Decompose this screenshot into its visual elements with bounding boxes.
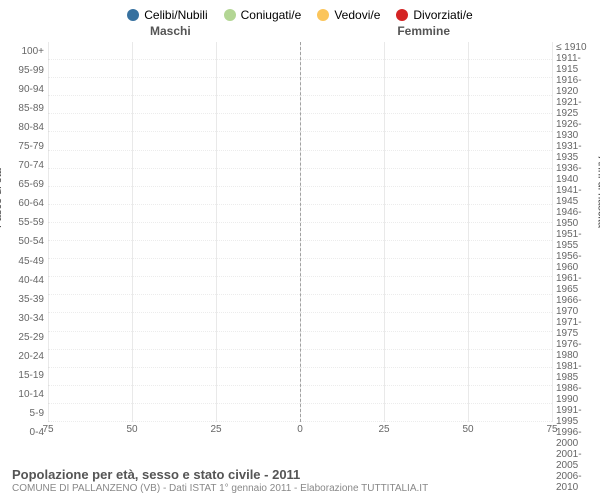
age-tick: 30-34	[0, 313, 44, 324]
legend-label: Coniugati/e	[241, 8, 302, 22]
grid-line	[132, 42, 133, 422]
birth-year-tick: 1926-1930	[556, 119, 600, 141]
legend-item: Divorziati/e	[396, 8, 472, 22]
birth-year-tick: 1986-1990	[556, 383, 600, 405]
left-axis-title: Fasce di età	[0, 168, 4, 228]
age-tick: 55-59	[0, 217, 44, 228]
birth-year-tick: 1996-2000	[556, 427, 600, 449]
age-tick: 80-84	[0, 122, 44, 133]
grid-line	[216, 42, 217, 422]
birth-year-tick: 1936-1940	[556, 163, 600, 185]
birth-year-tick: 1971-1975	[556, 317, 600, 339]
age-tick: 40-44	[0, 275, 44, 286]
grid-line	[468, 42, 469, 422]
legend-item: Vedovi/e	[317, 8, 380, 22]
legend-swatch	[396, 9, 408, 21]
chart-area: Fasce di età 100+ 95-99 90-94 85-89 80-84 75-…	[0, 42, 600, 442]
birth-year-tick: 2001-2005	[556, 449, 600, 471]
age-axis: 100+ 95-99 90-94 85-89 80-84 75-79 70-74 65-69 6…	[0, 42, 48, 442]
age-tick: 15-19	[0, 370, 44, 381]
age-tick: 90-94	[0, 84, 44, 95]
birth-year-tick: 1916-1920	[556, 75, 600, 97]
birth-year-tick: 1951-1955	[556, 229, 600, 251]
legend-label: Divorziati/e	[413, 8, 472, 22]
age-tick: 10-14	[0, 389, 44, 400]
age-tick: 25-29	[0, 332, 44, 343]
birth-year-tick: ≤ 1910	[556, 42, 600, 53]
birth-year-tick: 1991-1995	[556, 405, 600, 427]
grid-line	[384, 42, 385, 422]
age-tick: 70-74	[0, 160, 44, 171]
x-tick: 75	[546, 424, 557, 435]
chart-container: Celibi/Nubili Coniugati/e Vedovi/e Divorzia…	[0, 0, 600, 500]
birth-year-tick: 1956-1960	[556, 251, 600, 273]
birth-year-tick: 2006-2010	[556, 471, 600, 493]
age-tick: 20-24	[0, 351, 44, 362]
chart-footer: Popolazione per età, sesso e stato civil…	[12, 467, 428, 494]
x-tick: 50	[462, 424, 473, 435]
x-tick: 75	[42, 424, 53, 435]
x-axis: 7550250255075	[48, 422, 552, 442]
plot-area: 7550250255075	[48, 42, 552, 442]
birth-year-axis: ≤ 19101911-19151916-19201921-19251926-19…	[552, 42, 600, 442]
female-label: Femmine	[397, 24, 450, 38]
legend: Celibi/Nubili Coniugati/e Vedovi/e Divorzia…	[0, 0, 600, 24]
age-tick: 45-49	[0, 256, 44, 267]
legend-label: Celibi/Nubili	[144, 8, 207, 22]
birth-year-tick: 1946-1950	[556, 207, 600, 229]
age-tick: 50-54	[0, 236, 44, 247]
x-tick: 25	[378, 424, 389, 435]
legend-item: Celibi/Nubili	[127, 8, 207, 22]
legend-swatch	[224, 9, 236, 21]
right-axis-title: Anni di nascita	[596, 156, 600, 228]
legend-swatch	[317, 9, 329, 21]
birth-year-tick: 1961-1965	[556, 273, 600, 295]
birth-year-tick: 1976-1980	[556, 339, 600, 361]
grid-line	[48, 42, 49, 422]
male-label: Maschi	[150, 24, 191, 38]
birth-year-tick: 1941-1945	[556, 185, 600, 207]
age-tick: 5-9	[0, 408, 44, 419]
birth-year-tick: 1911-1915	[556, 53, 600, 75]
x-tick: 50	[126, 424, 137, 435]
gender-labels: Maschi Femmine	[0, 24, 600, 42]
age-tick: 0-4	[0, 427, 44, 438]
legend-item: Coniugati/e	[224, 8, 302, 22]
x-tick: 0	[297, 424, 303, 435]
age-tick: 85-89	[0, 103, 44, 114]
birth-year-tick: 1981-1985	[556, 361, 600, 383]
age-tick: 35-39	[0, 294, 44, 305]
grid-line	[300, 42, 301, 422]
age-tick: 65-69	[0, 179, 44, 190]
birth-year-tick: 1966-1970	[556, 295, 600, 317]
x-tick: 25	[210, 424, 221, 435]
footer-title: Popolazione per età, sesso e stato civil…	[12, 467, 428, 482]
legend-swatch	[127, 9, 139, 21]
birth-year-tick: 1921-1925	[556, 97, 600, 119]
age-tick: 75-79	[0, 141, 44, 152]
legend-label: Vedovi/e	[334, 8, 380, 22]
age-tick: 60-64	[0, 198, 44, 209]
age-tick: 95-99	[0, 65, 44, 76]
birth-year-tick: 1931-1935	[556, 141, 600, 163]
grid-line	[552, 42, 553, 422]
age-tick: 100+	[0, 46, 44, 57]
footer-subtitle: COMUNE DI PALLANZENO (VB) - Dati ISTAT 1…	[12, 483, 428, 494]
